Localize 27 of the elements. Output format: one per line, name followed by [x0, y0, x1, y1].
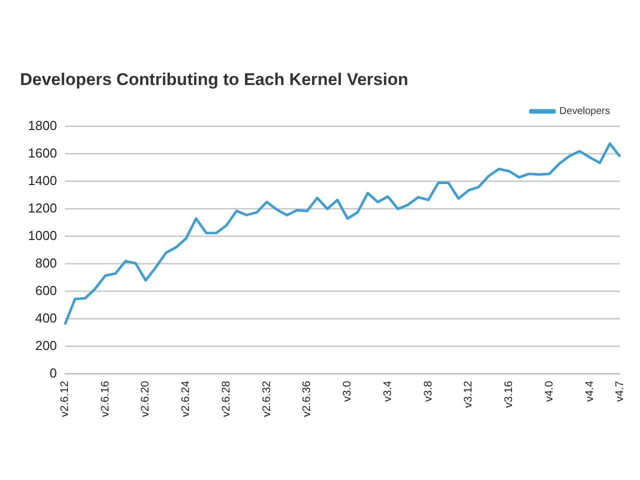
y-tick-label: 1800	[28, 118, 57, 133]
x-tick-label: v2.6.12	[58, 380, 71, 418]
y-tick-label: 600	[35, 282, 57, 298]
y-tick-label: 400	[35, 310, 57, 326]
x-tick-label: v4.4	[584, 380, 596, 402]
y-tick-label: 1400	[28, 172, 57, 188]
chart-title: Developers Contributing to Each Kernel Version	[20, 70, 408, 89]
y-tick-label: 1600	[28, 145, 57, 160]
y-tick-label: 800	[35, 255, 57, 270]
y-tick-label: 1200	[28, 200, 57, 216]
y-tick-label: 0	[50, 365, 57, 380]
y-tick-label: 200	[35, 338, 57, 353]
x-tick-label: v2.6.16	[99, 380, 112, 418]
x-tick-label: v3.4	[382, 380, 394, 402]
x-tick-label: v3.0	[342, 380, 354, 402]
x-tick-label: v2.6.32	[260, 380, 273, 418]
x-tick-label: v3.12	[462, 380, 475, 408]
x-tick-label: v2.6.20	[140, 380, 152, 418]
x-tick-label: v4.0	[543, 380, 556, 402]
x-tick-label: v4.7	[614, 380, 626, 402]
x-tick-label: v2.6.36	[301, 380, 314, 418]
x-tick-label: v2.6.24	[180, 380, 192, 418]
x-tick-label: v3.16	[503, 380, 516, 408]
y-tick-label: 1000	[28, 228, 57, 243]
x-tick-label: v3.8	[422, 380, 434, 402]
x-tick-label: v2.6.28	[220, 380, 232, 418]
legend-label: Developers	[559, 106, 610, 118]
